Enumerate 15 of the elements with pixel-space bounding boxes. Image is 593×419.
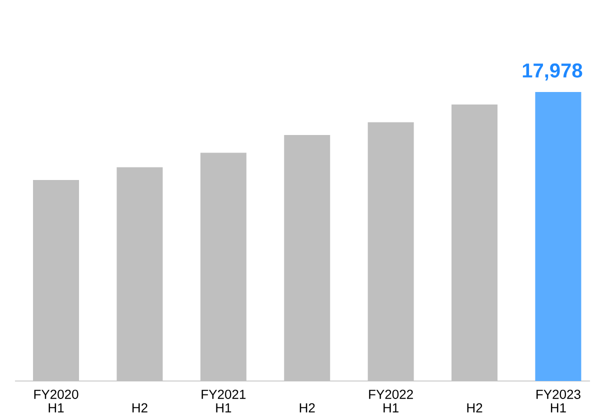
data-label: 17,978 [522, 63, 582, 80]
bar [200, 152, 246, 381]
x-tick-label: H2 [132, 403, 148, 412]
x-tick-label: FY2023 H1 [536, 390, 580, 412]
x-tick-label: FY2022 H1 [369, 390, 413, 412]
bar [284, 135, 330, 381]
bar [33, 180, 80, 381]
bar [452, 104, 498, 381]
bar [368, 122, 414, 381]
x-tick-label: FY2020 H1 [34, 390, 78, 412]
bar [116, 167, 163, 381]
x-tick-label: H2 [300, 403, 315, 412]
x-tick-label: FY2021 H1 [202, 390, 246, 412]
x-tick-label: H2 [467, 403, 482, 412]
bar [535, 92, 582, 381]
